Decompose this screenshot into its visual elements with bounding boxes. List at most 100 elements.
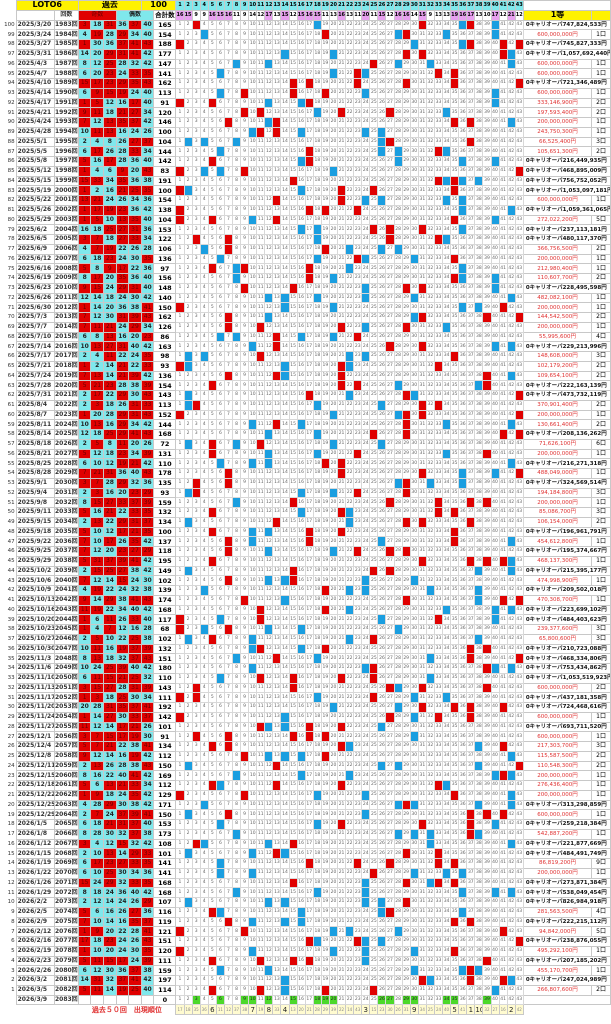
grid-cell: 12	[264, 48, 274, 60]
grid-cell: 30	[409, 302, 419, 313]
grid-hit-cell: 6	[215, 146, 225, 157]
grid-cell: 36	[458, 604, 468, 616]
grid-cell: 30	[409, 48, 419, 60]
grid-cell: 23	[353, 234, 363, 245]
grid-cell: 3	[191, 429, 201, 440]
grid-cell: 28	[393, 126, 403, 138]
grid-hit-cell: 2	[183, 760, 193, 772]
grid-cell: 7	[223, 292, 234, 304]
grid-cell: 4	[199, 750, 209, 762]
row-index: 21	[7, 792, 15, 799]
grid-cell: 29	[401, 204, 411, 216]
grid-cell: 24	[361, 165, 371, 177]
draw-number: 2060回	[53, 770, 79, 781]
grid-cell: 6	[215, 653, 225, 664]
grid-cell: 2	[183, 448, 193, 460]
grid-cell: 40	[490, 624, 500, 635]
grid-cell: 5	[207, 253, 217, 265]
winning-number: 23	[103, 78, 117, 89]
number-header-10: 10	[248, 0, 258, 11]
grid-cell: 10	[248, 107, 258, 118]
grid-cell: 3	[191, 351, 201, 362]
grid-cell: 20	[328, 624, 339, 635]
grid-cell: 12	[264, 604, 274, 616]
grid-cell: 30	[409, 760, 419, 772]
grid-cell: 31	[417, 536, 427, 547]
first-prize-amount: 0キャリオーバ237,113,181円	[522, 224, 611, 235]
grid-cell: 5	[207, 243, 217, 255]
draw-number: 2036回	[53, 536, 79, 547]
grid-cell: 20	[328, 594, 339, 606]
grid-cell: 38	[474, 39, 484, 50]
grid-cell: 11	[256, 575, 266, 586]
grid-cell: 38	[474, 204, 484, 216]
winning-number: 18	[103, 292, 117, 304]
winner-count: 2口	[591, 750, 611, 762]
grid-cell: 31	[417, 78, 427, 89]
grid-cell: 25	[369, 97, 379, 109]
grid-cell: 23	[353, 819, 363, 830]
winning-number: 40	[128, 663, 142, 674]
grid-cell: 20	[328, 234, 339, 245]
grid-cell: 38	[474, 721, 484, 733]
grid-cell: 33	[433, 604, 444, 616]
grid-cell: 41	[498, 107, 508, 118]
grid-cell: 19	[320, 399, 330, 411]
grid-cell: 33	[433, 48, 444, 60]
grid-cell: 26	[377, 565, 387, 577]
grid-hit-cell: 27	[385, 136, 395, 148]
grid-hit-cell: 40	[490, 663, 500, 674]
grid-cell: 11	[256, 234, 266, 245]
grid-cell: 10	[248, 448, 258, 460]
grid-hit-cell: 29	[401, 321, 411, 333]
grid-cell: 8	[231, 526, 242, 538]
grid-cell: 43	[514, 19, 524, 31]
winning-number: 15	[103, 87, 117, 99]
grid-hit-cell: 39	[482, 312, 492, 323]
grid-cell: 18	[312, 604, 322, 616]
grid-cell: 10	[248, 809, 258, 820]
grid-cell: 27	[385, 633, 395, 645]
grid-cell: 23	[353, 243, 363, 255]
grid-hit-cell: 21	[337, 819, 347, 830]
grid-cell: 14	[280, 29, 290, 40]
grid-cell: 39	[482, 224, 492, 235]
grid-cell: 5	[207, 838, 217, 850]
grid-cell: 14	[280, 741, 290, 752]
grid-cell: 39	[482, 867, 492, 879]
grid-cell: 25	[369, 19, 379, 31]
grid-cell: 38	[474, 448, 484, 460]
row-index: 65	[7, 363, 15, 370]
grid-cell: 25	[369, 477, 379, 489]
grid-cell: 38	[474, 487, 484, 499]
grid-cell: 35	[450, 282, 460, 294]
grid-cell: 32	[425, 789, 435, 801]
grid-hit-cell: 21	[337, 458, 347, 469]
grid-cell: 21	[337, 78, 347, 89]
grid-cell: 33	[433, 107, 444, 118]
grid-cell: 13	[272, 204, 282, 216]
grid-cell: 23	[353, 39, 363, 50]
grid-cell: 4	[199, 653, 209, 664]
grid-cell: 10	[248, 624, 258, 635]
grid-hit-cell: 15	[288, 497, 298, 508]
winning-number: 14	[103, 575, 117, 586]
winner-count: 5口	[591, 214, 611, 226]
draw-number: 2024回	[53, 419, 79, 430]
grid-cell: 31	[417, 858, 427, 869]
draw-number: 2053回	[53, 702, 79, 713]
grid-hit-cell: 40	[490, 97, 500, 109]
draw-date: 2025/4/7	[15, 68, 55, 79]
grid-cell: 11	[256, 341, 266, 352]
grid-cell: 15	[288, 643, 298, 655]
grid-cell: 25	[369, 838, 379, 850]
grid-cell: 3	[191, 750, 201, 762]
row-index: 23	[7, 772, 15, 779]
grid-cell: 39	[482, 565, 492, 577]
grid-cell: 42	[506, 848, 516, 859]
grid-cell: 18	[312, 351, 322, 362]
winning-number: 10	[77, 643, 92, 655]
grid-hit-cell: 35	[450, 702, 460, 713]
winning-number: 32	[115, 828, 130, 840]
grid-cell: 13	[272, 692, 282, 703]
